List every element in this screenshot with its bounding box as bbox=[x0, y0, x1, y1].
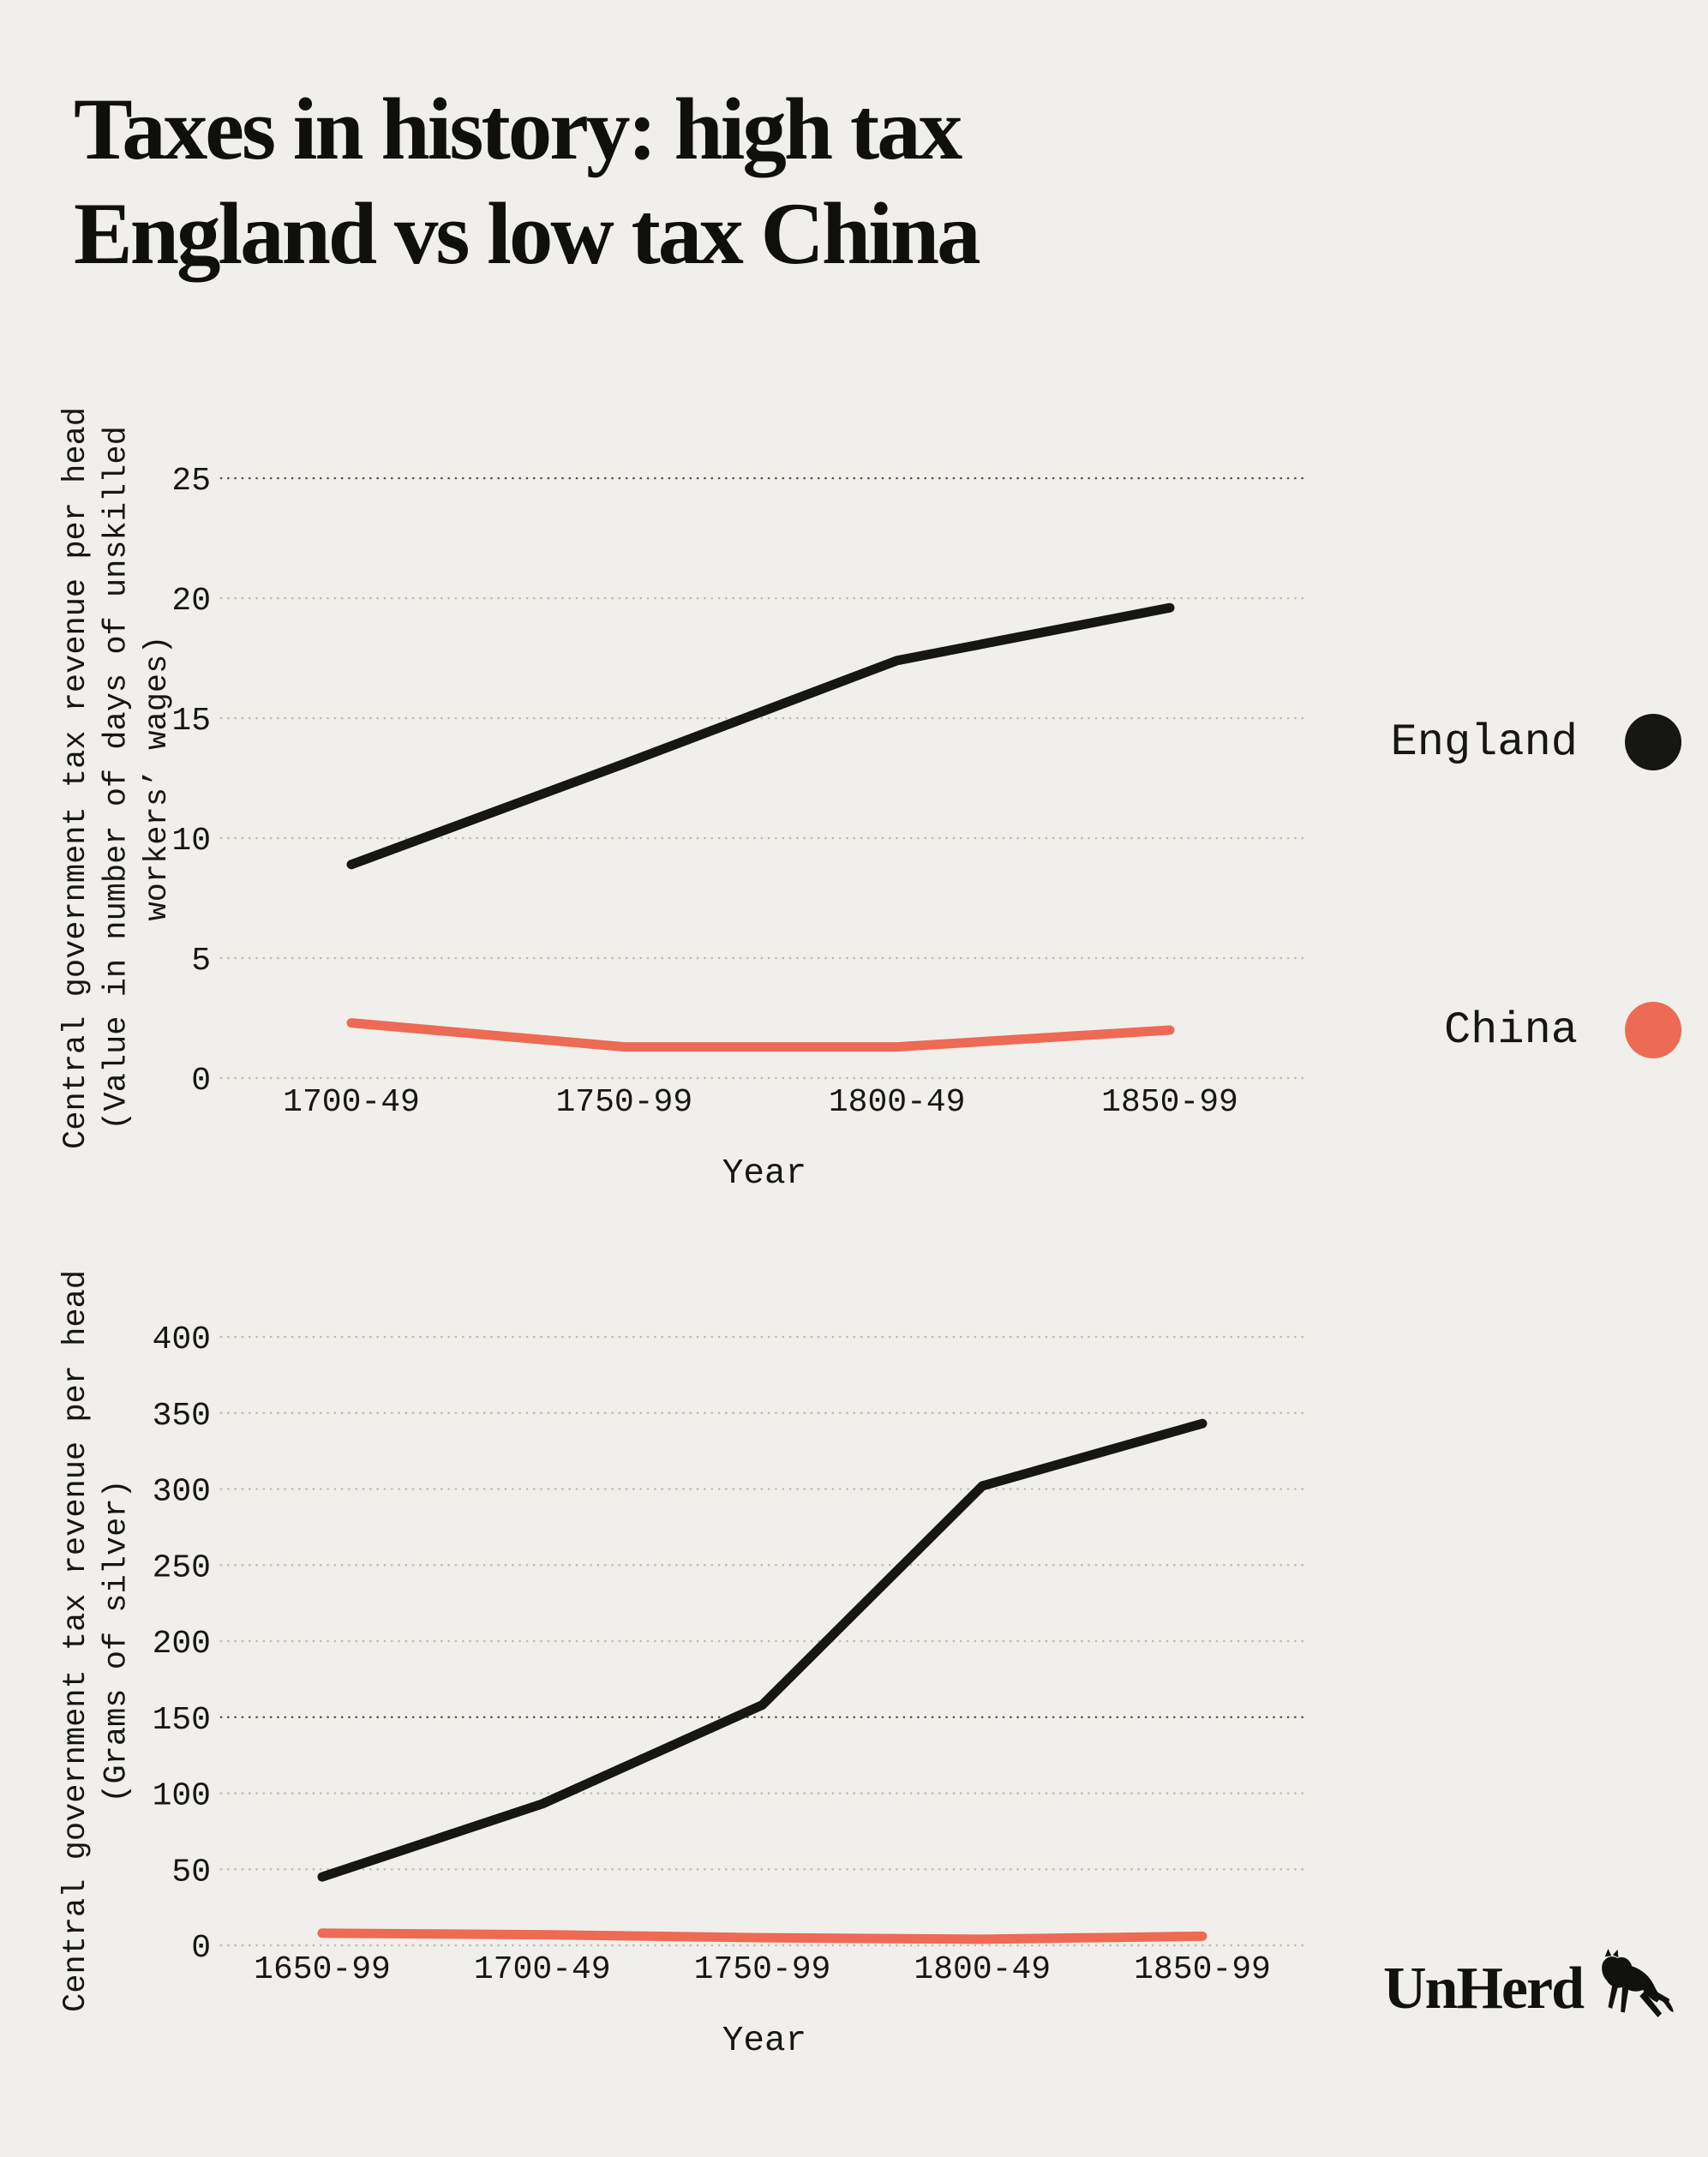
y-tick-label-400: 400 bbox=[153, 1321, 211, 1358]
series-line-china bbox=[346, 1018, 1175, 1052]
y-tick-label-10: 10 bbox=[171, 823, 211, 860]
x-tick-label: 1750-99 bbox=[556, 1084, 693, 1121]
y-tick-label-25: 25 bbox=[171, 463, 211, 500]
page-title-line1: Taxes in history: high tax bbox=[74, 81, 962, 178]
y-tick-label-50: 50 bbox=[171, 1854, 211, 1890]
cow-icon bbox=[1602, 1949, 1674, 2018]
legend-label-england: England bbox=[1390, 716, 1578, 768]
x-tick-label: 1750-99 bbox=[694, 1951, 831, 1988]
y-tick-label-5: 5 bbox=[191, 943, 211, 980]
y-axis-title-line: (Value in number of days of unskilled bbox=[99, 426, 135, 1130]
y-tick-label-150: 150 bbox=[153, 1702, 211, 1739]
series-line-china bbox=[317, 1928, 1208, 1944]
page-title: Taxes in history: high tax England vs lo… bbox=[74, 78, 981, 286]
y-axis-title-line: Central government tax revenue per head bbox=[58, 407, 94, 1149]
y-tick-label-0: 0 bbox=[191, 1930, 211, 1967]
y-tick-label-200: 200 bbox=[153, 1626, 211, 1663]
y-axis-title-line: (Grams of silver) bbox=[99, 1479, 135, 1802]
y-tick-label-0: 0 bbox=[191, 1063, 211, 1099]
x-tick-label: 1700-49 bbox=[474, 1951, 611, 1988]
unherd-wordmark: UnHerd bbox=[1383, 1956, 1585, 2022]
x-tick-label: 1700-49 bbox=[283, 1084, 420, 1121]
y-tick-label-350: 350 bbox=[153, 1398, 211, 1435]
page-title-line2: England vs low tax China bbox=[74, 184, 981, 283]
england-dot-icon bbox=[1625, 714, 1681, 770]
x-axis-title: Year bbox=[722, 2022, 806, 2061]
legend-item-china: China bbox=[1444, 999, 1682, 1061]
y-axis-title-line: workers’ wages) bbox=[140, 635, 176, 920]
x-tick-label: 1800-49 bbox=[829, 1084, 966, 1121]
legend-label-china: China bbox=[1443, 1004, 1578, 1056]
x-tick-label: 1850-99 bbox=[1134, 1951, 1271, 1988]
series-line-england bbox=[346, 602, 1175, 870]
chart-2: 0 50 100 150 200 250 300 350 400 1650-99 1700-49 17… bbox=[58, 1270, 1306, 2061]
y-tick-label-250: 250 bbox=[153, 1549, 211, 1586]
y-tick-label-20: 20 bbox=[171, 583, 211, 620]
y-tick-label-100: 100 bbox=[153, 1778, 211, 1815]
china-dot-icon bbox=[1625, 1002, 1681, 1058]
legend-item-england: England bbox=[1391, 711, 1682, 773]
y-axis-title-line: Central government tax revenue per head bbox=[58, 1270, 94, 2012]
x-axis-title: Year bbox=[722, 1154, 806, 1194]
y-tick-label-15: 15 bbox=[171, 703, 211, 740]
chart-1: 0 5 10 15 20 25 1700-49 1750-99 1800-49 1850-99 Ye… bbox=[58, 407, 1306, 1194]
series-line-england bbox=[317, 1418, 1208, 1882]
x-tick-label: 1650-99 bbox=[254, 1951, 391, 1988]
x-tick-label: 1800-49 bbox=[914, 1951, 1051, 1988]
unherd-logo: UnHerd bbox=[1383, 1944, 1677, 2022]
x-tick-label: 1850-99 bbox=[1101, 1084, 1238, 1121]
y-tick-label-300: 300 bbox=[153, 1474, 211, 1511]
